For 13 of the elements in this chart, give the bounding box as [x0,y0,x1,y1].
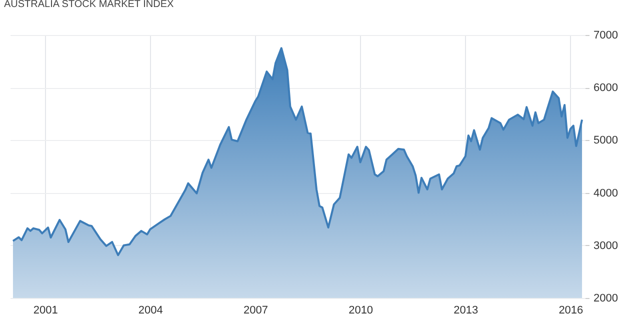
y-tick-label: 7000 [594,30,618,42]
x-tick-label: 2004 [138,304,163,316]
y-tick-label: 6000 [594,82,618,94]
y-tick-label: 4000 [594,187,618,200]
chart-title: AUSTRALIA STOCK MARKET INDEX [4,0,174,10]
x-tick-label: 2007 [243,304,268,316]
x-tick-label: 2013 [454,304,478,316]
x-tick-label: 2001 [33,304,58,316]
x-tick-label: 2016 [558,304,584,316]
y-tick-label: 2000 [594,292,618,304]
x-tick-label: 2010 [348,304,374,316]
y-tick-label: 5000 [594,134,618,147]
y-tick-label: 3000 [594,240,618,252]
